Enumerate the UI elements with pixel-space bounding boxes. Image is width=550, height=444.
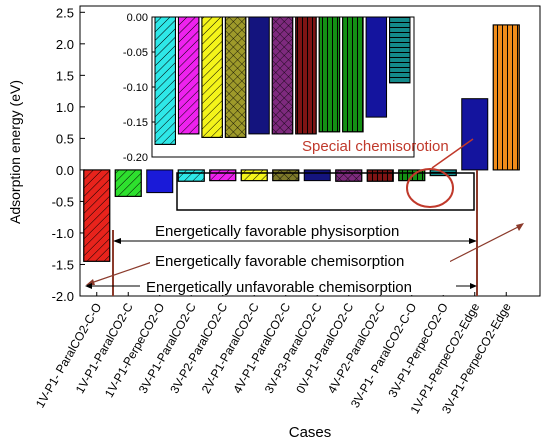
bar-6-pattern: [240, 169, 268, 182]
fav-chem-arrow-right: [448, 225, 521, 263]
y-tick-label: 0.5: [56, 131, 74, 146]
y-tick-label: -0.5: [52, 194, 74, 209]
x-tick-label: 3V-P2-ParalCO2-C: [167, 300, 230, 396]
fav-chem-label-bg: [150, 252, 450, 269]
favorable-chemisorption-label: Energetically favorable chemisorption: [155, 253, 404, 270]
inset-y-ticks: 0.00 -0.05 -0.10 -0.15 -0.20: [123, 12, 156, 164]
inset-bar-3-pattern: [201, 16, 223, 138]
x-axis-title: Cases: [289, 424, 332, 441]
physisorption-label: Energetically favorable physisorption: [155, 223, 399, 240]
inset-y-tick-label: -0.15: [123, 117, 148, 129]
unfav-chem-arrow-right-head: [470, 283, 477, 289]
physisorption-arrow-left-head: [113, 238, 121, 244]
x-tick-label: 2V-P1-ParalCO2-C: [199, 300, 262, 396]
unfav-chem-arrow-left-head: [85, 283, 92, 289]
x-tick-label: 0V-P1-ParalCO2-C: [293, 300, 356, 396]
x-tick-label: 1V-P1-ParalCO2-C: [73, 300, 136, 396]
unfav-chem-label-bg: [143, 278, 455, 295]
inset-bar-1-pattern: [154, 16, 176, 145]
y-tick-label: 2.5: [56, 5, 74, 20]
x-tick-label: 3V-P3-ParalCO2-C: [262, 300, 325, 396]
y-axis-ticks: -2.0 -1.5 -1.0 -0.5 0.0 0.5 1.0 1.5 2.0 2.5: [52, 5, 85, 304]
y-tick-label: -1.5: [52, 257, 74, 272]
bar-9-pattern: [335, 169, 363, 182]
inset-plot: 0.00 -0.05 -0.10 -0.15 -0.20: [123, 12, 415, 164]
inset-bar-2-pattern: [177, 16, 200, 135]
physisorption-label-bg: [150, 222, 445, 239]
fav-chem-arrow-left: [90, 261, 153, 284]
inset-y-tick-label: -0.05: [123, 47, 148, 59]
y-tick-label: 0.0: [56, 163, 74, 178]
inset-bar-4-pattern: [224, 16, 247, 138]
bar-3: [146, 169, 174, 194]
bar-2-pattern: [114, 169, 142, 197]
bar-14-pattern: [492, 24, 520, 171]
inset-y-tick-label: 0.00: [127, 12, 148, 24]
highlight-box: [176, 172, 475, 211]
y-tick-label: 1.5: [56, 68, 74, 83]
y-tick-label: -2.0: [52, 289, 74, 304]
inset-y-tick-label: -0.10: [123, 82, 148, 94]
x-axis-tick-labels: 1V-P1- ParalCO2-C-O1V-P1-ParalCO2-C1V-P1…: [33, 292, 514, 416]
y-axis-title: Adsorption energy (eV): [7, 80, 23, 224]
fav-chem-arrow-left-head: [86, 279, 95, 285]
x-tick-label: 4V-P2-ParalCO2-C: [325, 300, 388, 396]
inset-bar-5: [248, 16, 270, 135]
unfavorable-chemisorption-label: Energetically unfavorable chemisorption: [146, 279, 412, 296]
bar-5-pattern: [209, 169, 237, 182]
inset-y-tick-label: -0.20: [123, 152, 148, 164]
bar-8: [303, 169, 331, 182]
x-tick-label: 3V-P1-ParalCO2-C: [136, 300, 199, 396]
plot-frame: [79, 5, 541, 297]
bar-10-pattern: [366, 169, 394, 182]
inset-bar-8-pattern: [318, 16, 341, 133]
bar-7-pattern: [272, 169, 300, 182]
fav-chem-arrow-right-head: [516, 223, 524, 231]
inset-bars: [154, 16, 411, 145]
special-arrow: [431, 138, 474, 169]
special-chemisorption-label: Special chemisorotion: [302, 138, 449, 155]
inset-bar-6-pattern: [271, 16, 294, 135]
bar-13: [461, 98, 489, 171]
bar-1-pattern: [83, 169, 111, 262]
bar-4-pattern: [177, 169, 205, 182]
x-tick-label: 4V-P1-ParalCO2-C: [230, 300, 293, 396]
y-tick-label: -1.0: [52, 226, 74, 241]
y-tick-label: 1.0: [56, 100, 74, 115]
inset-bar-9-pattern: [342, 16, 364, 133]
physisorption-arrow-right-head: [469, 238, 477, 244]
inset-bar-10: [365, 16, 388, 118]
inset-bar-7-pattern: [295, 16, 317, 135]
special-highlight-ellipse: [406, 168, 454, 208]
inset-bar-11-pattern: [389, 16, 411, 84]
y-tick-label: 2.0: [56, 37, 74, 52]
